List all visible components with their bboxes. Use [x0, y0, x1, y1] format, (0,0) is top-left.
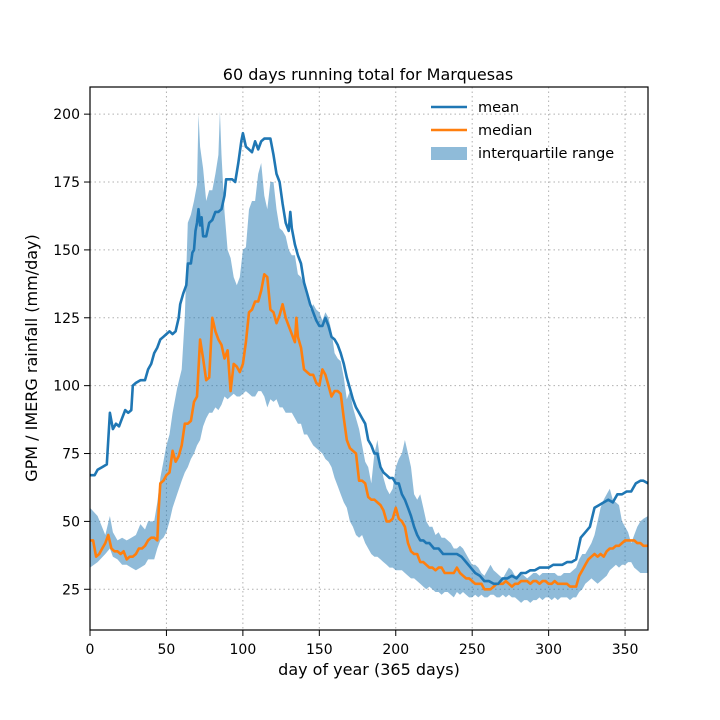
x-tick-label: 250	[459, 642, 486, 658]
y-tick-label: 200	[53, 107, 80, 123]
y-tick-label: 50	[62, 514, 80, 530]
legend: mean median interquartile range	[431, 100, 614, 162]
x-tick-label: 0	[86, 642, 95, 658]
y-axis-label: GPM / IMERG rainfall (mm/day)	[22, 234, 41, 482]
legend-label-mean: mean	[478, 100, 519, 116]
x-tick-label: 150	[306, 642, 333, 658]
chart-title: 60 days running total for Marquesas	[223, 65, 513, 84]
x-tick-label: 50	[158, 642, 176, 658]
y-axis-ticks: 25 50 75 100 125 150 175 200	[53, 107, 90, 598]
y-tick-label: 175	[53, 175, 80, 191]
series-lines	[90, 131, 649, 591]
x-tick-label: 350	[612, 642, 639, 658]
plot-frame	[89, 86, 649, 631]
y-tick-label: 75	[62, 447, 80, 463]
median-line	[90, 273, 648, 591]
x-tick-label: 200	[382, 642, 409, 658]
legend-label-interquartile-range: interquartile range	[478, 146, 614, 162]
x-tick-label: 100	[230, 642, 257, 658]
x-axis-ticks: 0 50 100 150 200 250 300 350	[86, 630, 639, 658]
legend-swatch-interquartile-range	[431, 147, 467, 160]
x-tick-label: 300	[535, 642, 562, 658]
y-tick-label: 25	[62, 582, 80, 598]
mean-line	[90, 131, 649, 586]
legend-label-median: median	[478, 123, 532, 139]
y-tick-label: 100	[53, 379, 80, 395]
x-axis-label: day of year (365 days)	[278, 660, 460, 679]
y-tick-label: 150	[53, 243, 80, 259]
y-tick-label: 125	[53, 311, 80, 327]
